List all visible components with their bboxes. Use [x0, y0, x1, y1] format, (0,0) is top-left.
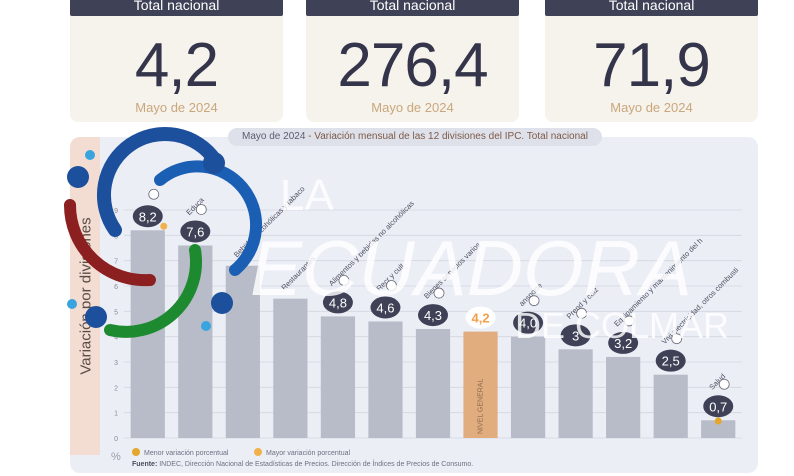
y-tick-label: 5	[114, 309, 118, 316]
bar	[416, 329, 450, 438]
division-icon	[434, 288, 444, 298]
category-label: Bienes servicios varios	[422, 240, 482, 300]
legend-dot-max	[254, 448, 262, 456]
category-label: Alimentos y bebidas no alcohólicas	[327, 199, 416, 288]
division-icon	[624, 316, 634, 326]
legend-label-min: Menor variación porcentual	[144, 450, 228, 457]
division-icon	[577, 308, 587, 318]
source-text: INDEC, Dirección Nacional de Estadística…	[159, 461, 473, 468]
legend-dot-min	[132, 448, 140, 456]
bar	[606, 357, 640, 438]
division-icon	[386, 280, 396, 290]
legend-label-max: Mayor variación porcentual	[266, 450, 350, 457]
division-icon	[149, 189, 159, 199]
y-tick-label: 8	[114, 233, 118, 240]
bar	[368, 321, 402, 438]
bar	[178, 245, 212, 438]
bar	[511, 337, 545, 438]
division-icon	[719, 379, 729, 389]
category-label: NIVEL GENERAL	[478, 379, 485, 434]
value-label: 7,6	[186, 224, 204, 239]
division-icon	[339, 275, 349, 285]
bar	[559, 349, 593, 438]
value-label: 4,3	[424, 308, 442, 323]
bar	[321, 316, 355, 438]
y-tick-label: 0	[114, 436, 118, 443]
bar	[226, 266, 260, 438]
value-label: 8,2	[139, 209, 157, 224]
value-label: 0,7	[709, 399, 727, 414]
y-tick-label: 6	[114, 284, 118, 291]
y-tick-label: 2	[114, 385, 118, 392]
y-tick-label: 9	[114, 208, 118, 215]
value-label: 4,8	[329, 295, 347, 310]
value-label: 4,0	[519, 316, 537, 331]
legend-item-max: Mayor variación porcentual	[254, 448, 350, 457]
source-label: Fuente:	[132, 461, 157, 468]
value-label: 3	[572, 328, 579, 343]
y-tick-label: 7	[114, 259, 118, 266]
category-label: Bebidas alcohólicas y tabaco	[232, 184, 307, 259]
value-label: 2,5	[662, 354, 680, 369]
bar	[654, 375, 688, 438]
category-label: Vivi electricidad, otros combusti	[660, 265, 741, 346]
bar	[131, 230, 165, 438]
value-label: 4,2	[471, 311, 489, 326]
division-icon	[529, 296, 539, 306]
min-variation-marker	[715, 418, 722, 425]
bar	[273, 299, 307, 438]
y-tick-label: 1	[114, 411, 118, 418]
legend-item-min: Menor variación porcentual	[132, 448, 228, 457]
value-label: 3,2	[614, 336, 632, 351]
division-icon	[672, 334, 682, 344]
y-tick-label: 3	[114, 360, 118, 367]
max-variation-marker	[160, 223, 167, 230]
source-note: Fuente: INDEC, Dirección Nacional de Est…	[132, 461, 473, 468]
division-icon	[196, 204, 206, 214]
value-label: 4,6	[376, 300, 394, 315]
y-axis-unit: %	[111, 451, 121, 463]
y-tick-label: 4	[114, 335, 118, 342]
